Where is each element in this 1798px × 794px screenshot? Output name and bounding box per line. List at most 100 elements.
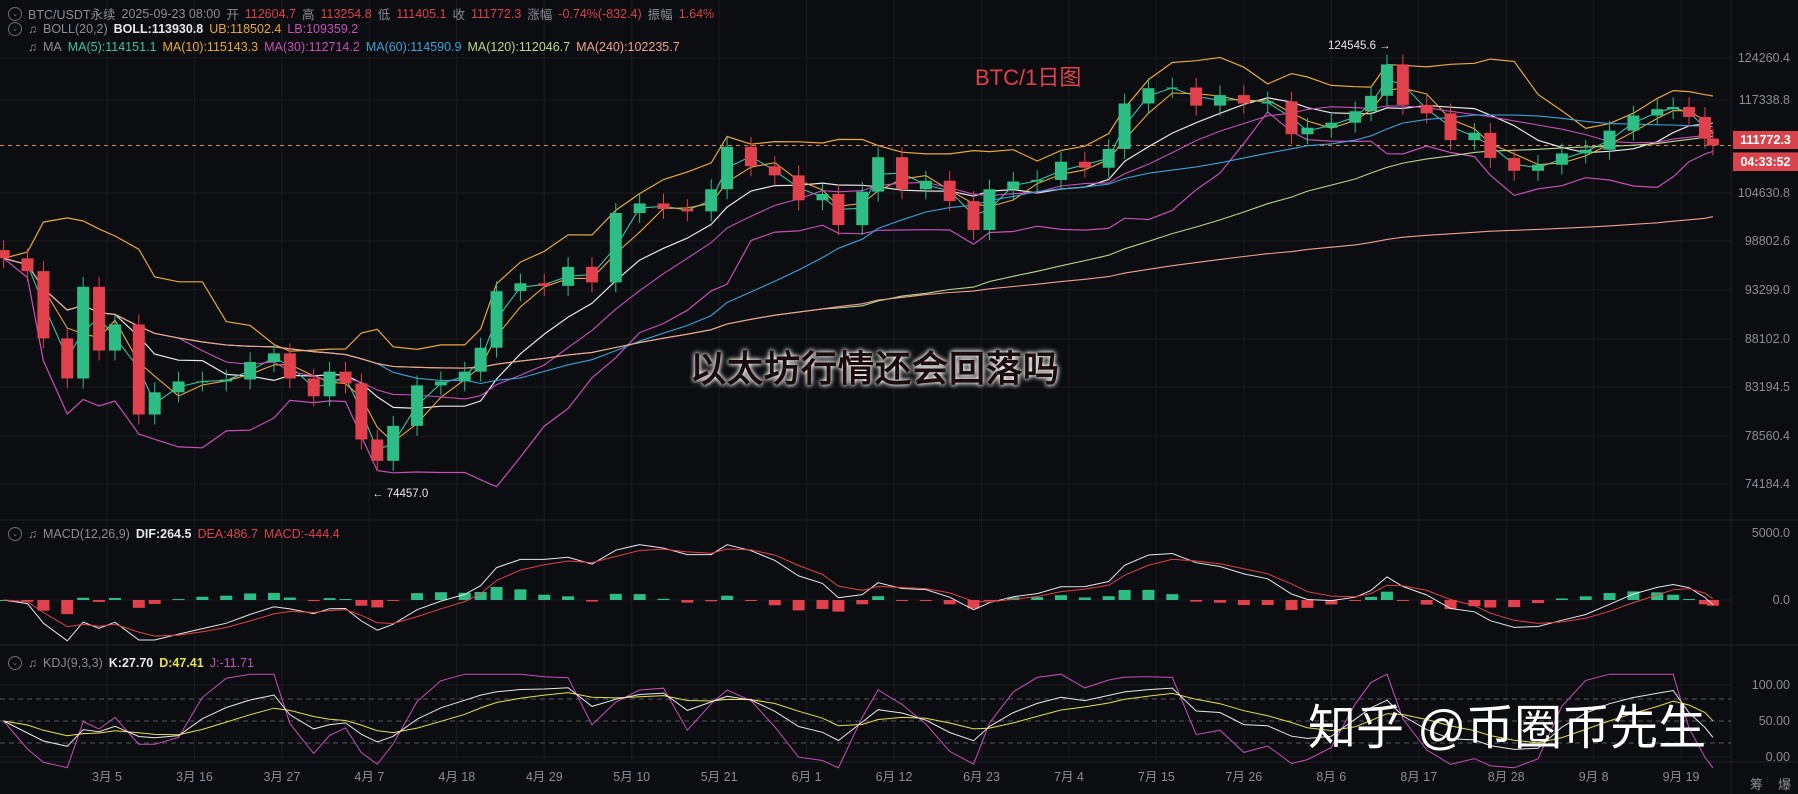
macd-dea-line [3,548,1714,637]
macd-bar [1532,600,1544,604]
date-axis-label: 5月 21 [700,770,738,784]
macd-bar [1603,593,1616,600]
candle-body [538,283,551,286]
macd-dif-line [3,544,1714,642]
candle-body [220,379,233,382]
collapse-icon[interactable]: ⌄ [8,22,22,36]
macd-bar [1698,600,1711,605]
boll-name[interactable]: BOLL(20,2) [43,22,108,36]
macd-bar [283,597,296,600]
bell-icon[interactable]: ♫ [28,656,37,670]
date-axis-label: 4月 29 [525,770,563,784]
candle-body [132,324,145,415]
price-axis-label: 124260.4 [1737,51,1790,65]
candle-body [1651,109,1664,116]
candle-body [1301,127,1314,135]
candle-body [657,203,670,209]
ma-legend-item: MA(240):102235.7 [576,40,680,54]
candle-body [919,180,932,190]
candle-body [1396,64,1409,105]
macd-bar [108,597,121,600]
price-axis-label: 98802.6 [1744,234,1790,248]
candle-body [1579,149,1592,154]
high-label: 高 [301,8,315,22]
macd-bar [633,594,646,600]
chart-title-watermark: BTC/1日图 [975,65,1082,90]
macd-bar [1667,594,1680,600]
date-axis-label: 5月 10 [613,770,651,784]
kdj-k: K:27.70 [108,656,154,670]
candle-body [872,157,885,192]
ohlc-header: ⌄ BTC/USDT永续 2025-09-23 08:00 开 112604.7 … [8,4,714,23]
ma-line [3,87,1714,443]
macd-bar [1420,600,1433,605]
macd-bar [1007,597,1020,600]
liquidation-button[interactable]: 爆 [1778,777,1792,792]
date-axis-label: 9月 8 [1578,770,1609,784]
macd-bar [919,600,932,602]
macd-bar [1579,596,1592,600]
macd-bar [1444,600,1457,610]
chips-button[interactable]: 筹 [1750,777,1764,792]
ma-legend: ♫ MA MA(5):114151.1 MA(10):115143.3 MA(30)… [8,40,680,54]
macd-bar [768,600,781,606]
macd-bar [832,600,845,612]
ma-line [3,216,1714,369]
macd-bar [371,600,384,608]
macd-bar [585,600,598,602]
candle-body [983,189,996,231]
candle-body [355,383,368,440]
macd-bar [267,592,280,600]
high-value: 113254.8 [320,6,372,21]
candle-body [896,157,908,190]
boll-value: BOLL:113930.8 [113,22,204,36]
ma-name[interactable]: MA [43,40,62,54]
candle-body [1118,103,1131,149]
macd-bar [1055,595,1067,600]
candle-body [1468,132,1481,141]
macd-bar [474,591,487,600]
collapse-icon[interactable]: ⌄ [8,656,22,670]
candle-body [1683,107,1696,117]
candle-body [1142,88,1155,104]
candle-body [1508,157,1521,171]
kdj-axis-label: 0.00 [1765,750,1790,764]
collapse-icon[interactable]: ⌄ [8,6,22,21]
date-axis-label: 6月 12 [875,770,913,784]
date-axis-label: 8月 28 [1487,770,1525,784]
change-label: 涨幅 [527,8,553,22]
candle-body [585,266,598,283]
macd-bar [307,600,320,602]
kdj-name[interactable]: KDJ(9,3,3) [43,656,103,670]
boll-lb: LB:109359.2 [287,22,359,36]
candle-body [1698,116,1711,139]
candle-body [1380,64,1393,96]
macd-dea: DEA:486.7 [197,527,258,541]
macd-bar [1651,592,1664,600]
macd-bar [458,592,471,600]
amplitude-label: 振幅 [647,8,673,22]
collapse-icon[interactable]: ⌄ [8,527,22,541]
macd-bar [562,596,575,600]
candle-body [1555,153,1568,165]
low-label: 低 [377,8,391,22]
macd-bar [609,593,622,600]
candle-body [1706,138,1719,146]
symbol-name[interactable]: BTC/USDT永续 [28,8,116,22]
macd-bar [1166,594,1179,600]
macd-bar [721,595,734,600]
question-watermark: 以太坊行情还会回落吗 [690,348,1061,389]
bell-icon[interactable]: ♫ [28,22,37,36]
macd-bar [1285,600,1298,611]
close-label: 收 [452,8,465,22]
macd-name[interactable]: MACD(12,26,9) [43,527,130,541]
macd-bar [1396,600,1409,601]
bell-icon[interactable]: ♫ [28,527,37,541]
bell-icon[interactable]: ♫ [28,40,37,54]
candle-body [1261,101,1274,104]
macd-bar [1190,600,1203,602]
candle-body [1667,107,1680,110]
macd-bar [37,600,50,611]
candle-body [1031,179,1044,182]
